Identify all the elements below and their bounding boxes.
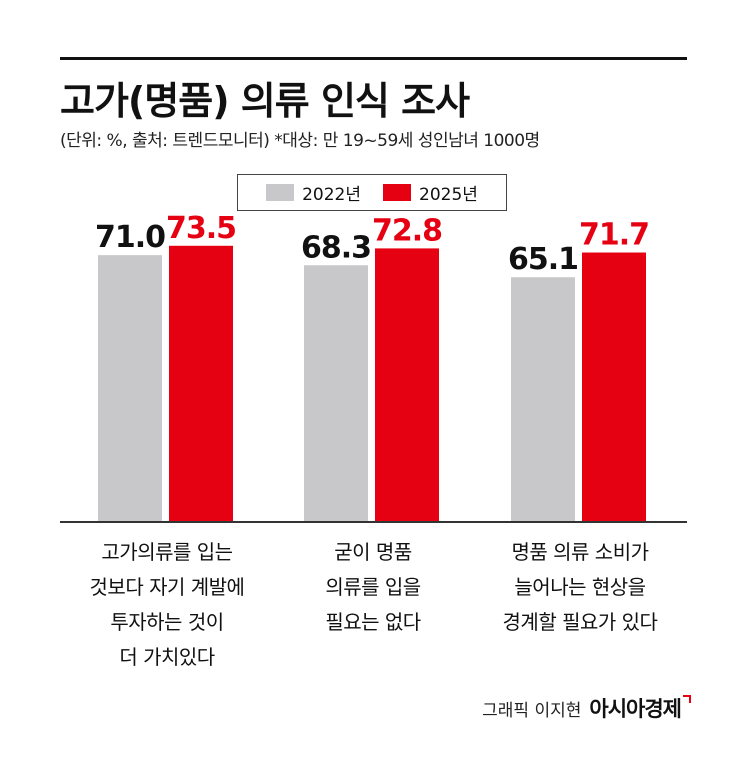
category-2-line-3: 필요는 없다 xyxy=(325,610,421,634)
legend-item-2022: 2022년 xyxy=(266,180,361,205)
value-label-2022-cat-1: 71.0 xyxy=(95,220,165,255)
category-2-line-1: 굳이 명품 xyxy=(334,540,412,564)
value-label-2025-cat-1: 73.5 xyxy=(166,211,236,246)
bar-2025-cat-1 xyxy=(169,245,233,522)
category-1-line-2: 것보다 자기 계발에 xyxy=(89,575,245,599)
legend: 2022년 2025년 xyxy=(237,174,507,211)
bar-2025-cat-3 xyxy=(582,252,646,522)
top-rule xyxy=(60,57,687,60)
category-1-line-3: 투자하는 것이 xyxy=(110,610,224,634)
category-label-3: 명품 의류 소비가 늘어나는 현상을 경계할 필요가 있다 xyxy=(480,535,680,640)
category-label-2: 굳이 명품 의류를 입을 필요는 없다 xyxy=(273,535,473,640)
publisher-logo: 아시아경제 xyxy=(589,693,691,723)
category-1-line-4: 더 가치있다 xyxy=(119,645,215,669)
bar-2022-cat-1 xyxy=(98,255,162,521)
legend-swatch-2025 xyxy=(383,184,411,201)
credit-text: 그래픽 이지현 xyxy=(482,701,582,721)
bar-2022-cat-3 xyxy=(511,277,575,521)
value-label-2025-cat-2: 72.8 xyxy=(372,213,442,248)
category-3-line-2: 늘어나는 현상을 xyxy=(514,575,646,599)
chart-title: 고가(명품) 의류 인식 조사 xyxy=(60,79,470,123)
chart-subtitle: (단위: %, 출처: 트렌드모니터) *대상: 만 19~59세 성인남녀 1… xyxy=(60,131,540,151)
legend-swatch-2022 xyxy=(266,184,295,201)
value-label-2025-cat-3: 71.7 xyxy=(579,218,649,253)
bar-2022-cat-2 xyxy=(304,265,368,521)
category-2-line-2: 의류를 입을 xyxy=(325,575,421,599)
publisher-logo-text: 아시아경제 xyxy=(589,697,682,721)
credit: 그래픽 이지현 아시아경제 xyxy=(482,693,691,723)
bar-2025-cat-2 xyxy=(375,248,439,521)
category-label-1: 고가의류를 입는 것보다 자기 계발에 투자하는 것이 더 가치있다 xyxy=(67,535,267,675)
chart-baseline xyxy=(60,521,687,523)
logo-mark-icon xyxy=(683,695,691,703)
legend-label-2022: 2022년 xyxy=(302,185,361,205)
legend-label-2025: 2025년 xyxy=(419,185,478,205)
value-label-2022-cat-3: 65.1 xyxy=(508,242,578,277)
category-1-line-1: 고가의류를 입는 xyxy=(101,540,233,564)
category-3-line-1: 명품 의류 소비가 xyxy=(511,540,649,564)
value-label-2022-cat-2: 68.3 xyxy=(301,230,371,265)
category-3-line-3: 경계할 필요가 있다 xyxy=(502,610,658,634)
legend-item-2025: 2025년 xyxy=(383,180,478,205)
